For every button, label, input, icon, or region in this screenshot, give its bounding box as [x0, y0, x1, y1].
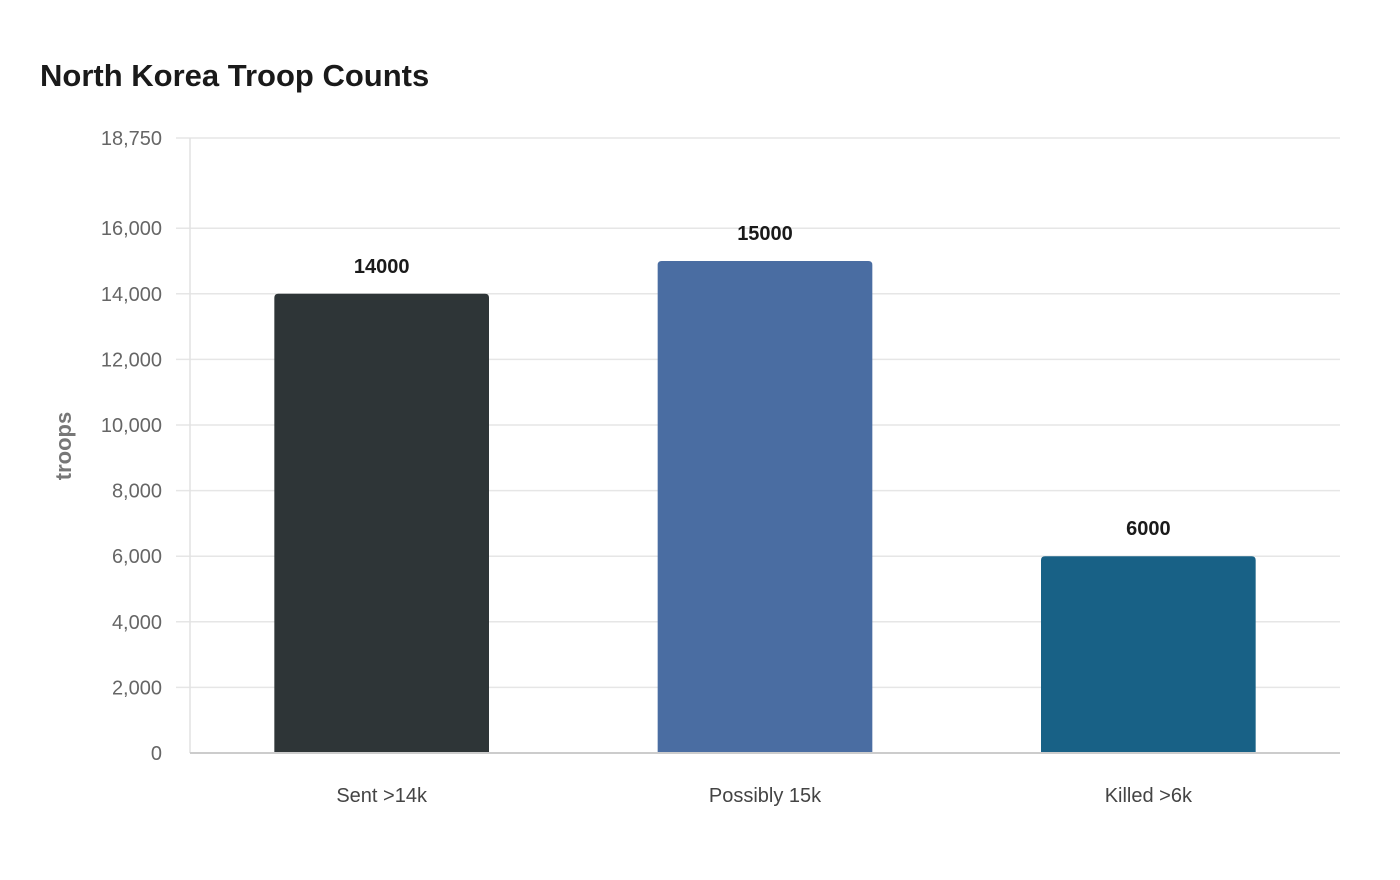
x-category-label: Killed >6k	[1105, 785, 1193, 807]
bar-value-label: 6000	[1126, 518, 1171, 540]
y-tick-label: 10,000	[101, 415, 162, 437]
bar-value-label: 14000	[354, 256, 410, 278]
bar	[657, 261, 873, 753]
y-tick-label: 14,000	[101, 284, 162, 306]
y-tick-label: 16,000	[101, 218, 162, 240]
y-tick-label: 2,000	[112, 677, 162, 699]
bar-value-label: 15000	[737, 223, 793, 245]
y-tick-label: 6,000	[112, 546, 162, 568]
x-axis-labels: Sent >14k Possibly 15k Killed >6k	[336, 785, 1193, 807]
x-category-label: Sent >14k	[336, 785, 428, 807]
axes	[189, 138, 1340, 754]
value-labels: 14000 15000 6000	[354, 223, 1171, 540]
bar	[1041, 556, 1256, 753]
y-tick-label: 12,000	[101, 349, 162, 371]
x-category-label: Possibly 15k	[709, 785, 822, 807]
chart-title: North Korea Troop Counts	[40, 58, 430, 93]
y-tick-label: 8,000	[112, 481, 162, 503]
y-axis-ticks: 0 2,000 4,000 6,000 8,000 10,000 12,000 14,000 1…	[101, 128, 162, 765]
y-axis-title: troops	[51, 412, 76, 480]
bars	[274, 261, 1256, 753]
bar	[274, 293, 489, 753]
y-tick-label: 0	[151, 743, 162, 765]
y-tick-label: 18,750	[101, 128, 162, 150]
y-tick-label: 4,000	[112, 612, 162, 634]
